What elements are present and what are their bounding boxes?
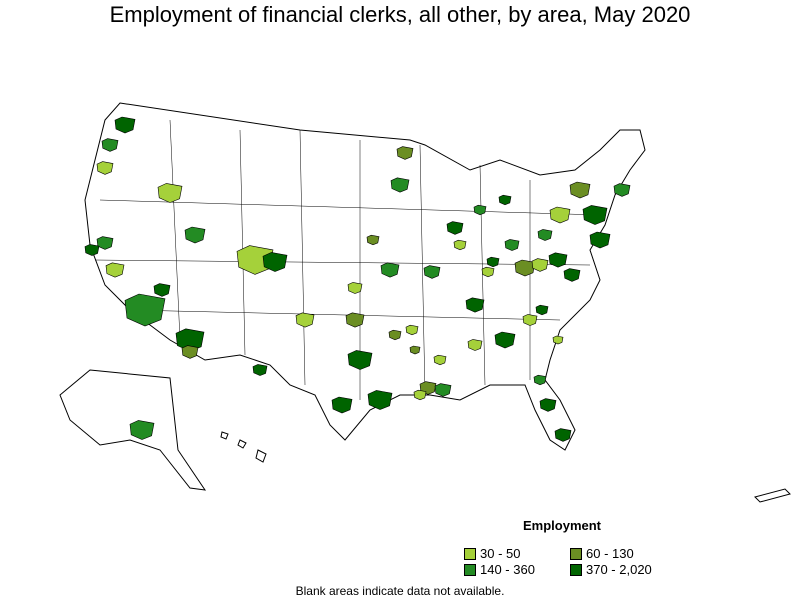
map-area: [388, 329, 402, 341]
map-area: [367, 390, 393, 410]
map-area: [467, 339, 483, 351]
map-area: [481, 266, 495, 278]
map-area: [181, 345, 199, 359]
map-area: [124, 293, 166, 327]
map-area: [84, 244, 100, 256]
map-area: [366, 234, 380, 246]
map-area: [453, 239, 467, 251]
map-area: [153, 283, 171, 297]
legend-swatch: [570, 563, 582, 576]
map-area: [465, 297, 485, 313]
map-area: [563, 268, 581, 282]
map-area: [548, 252, 568, 268]
map-area: [569, 181, 591, 199]
map-title: Employment of financial clerks, all othe…: [109, 2, 691, 27]
map-area: [494, 331, 516, 349]
legend-title: Employment: [522, 518, 601, 533]
map-area: [423, 265, 441, 279]
map-area: [535, 304, 549, 316]
area-boundaries: [94, 119, 601, 400]
map-area: [552, 335, 564, 345]
map-area: [514, 259, 536, 277]
map-area: [380, 262, 400, 278]
map-area: [101, 138, 119, 152]
map-area: [409, 345, 421, 355]
puerto-rico: [754, 488, 791, 503]
map-area: [589, 231, 611, 249]
hawaii-islands: [220, 431, 267, 463]
map-area: [446, 221, 464, 235]
map-area: [531, 258, 549, 272]
map-area: [613, 183, 631, 197]
legend-swatch: [464, 547, 476, 560]
map-area: [582, 205, 608, 225]
map-area: [554, 428, 572, 442]
map-area: [539, 398, 557, 412]
map-area: [434, 383, 452, 397]
map-area: [486, 256, 500, 268]
legend-item-370-2020: 370 - 2,020: [570, 562, 652, 577]
legend-item-60-130: 60 - 130: [570, 546, 634, 561]
legend: Employment 30 - 50 60 - 130 140 - 360 37…: [462, 518, 662, 577]
map-area: [473, 204, 487, 216]
map-area: [105, 262, 125, 278]
map-area: [549, 206, 571, 224]
map-area: [157, 183, 183, 203]
legend-item-30-50: 30 - 50: [464, 546, 520, 561]
map-area: [175, 328, 205, 352]
map-area: [504, 239, 520, 251]
map-note: Blank areas indicate data not available.: [295, 584, 505, 598]
map-area: [114, 116, 136, 134]
map-area: [433, 354, 447, 366]
map-area: [537, 229, 553, 241]
map-area: [96, 161, 114, 175]
map-area: [522, 314, 538, 326]
legend-swatch: [464, 563, 476, 576]
map-area: [413, 389, 427, 401]
map-area: [345, 312, 365, 328]
map-area: [252, 364, 268, 376]
map-area: [331, 396, 353, 414]
map-area: [390, 177, 410, 193]
map-area: [295, 312, 315, 328]
map-area: [405, 324, 419, 336]
map-area: [533, 374, 547, 386]
map-area: [498, 194, 512, 206]
map-area: [129, 420, 155, 440]
map-area: [396, 146, 414, 160]
map-area: [184, 226, 206, 244]
legend-item-140-360: 140 - 360: [464, 562, 535, 577]
map-area: [262, 252, 288, 272]
map-area: [347, 350, 373, 370]
legend-swatch: [570, 547, 582, 560]
map-area: [347, 282, 363, 294]
